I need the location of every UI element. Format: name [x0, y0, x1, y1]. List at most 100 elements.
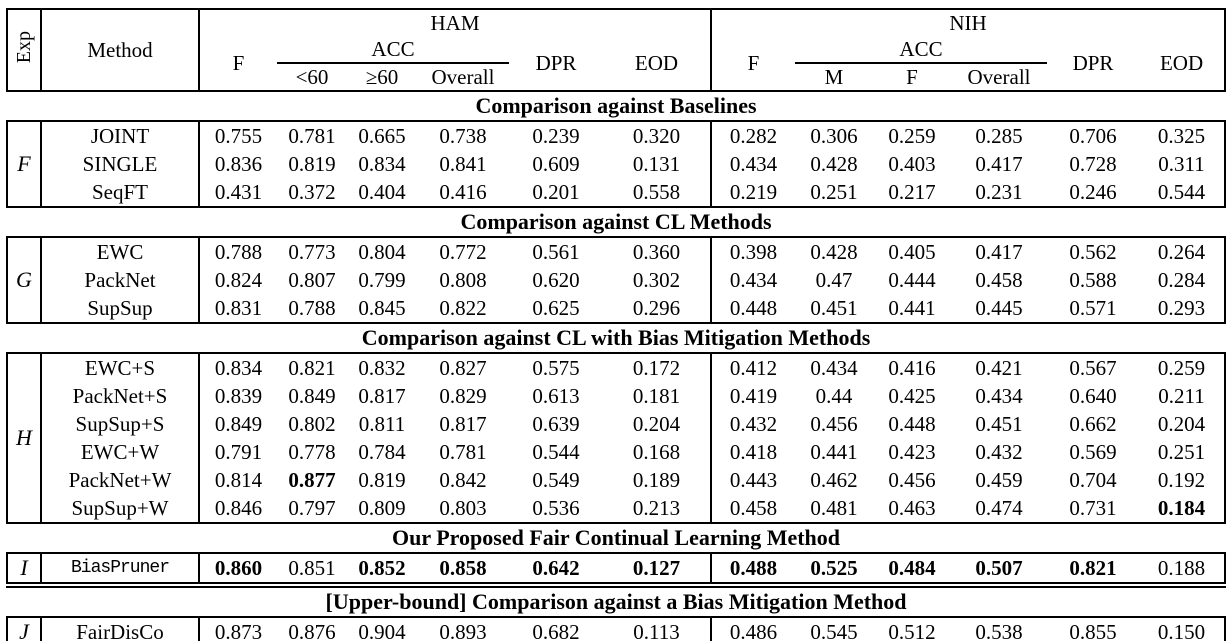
value-cell: 0.876 — [277, 617, 347, 641]
ham-acc-sub-ge60: ≥60 — [365, 65, 399, 89]
value-cell: 0.251 — [795, 178, 874, 208]
value-cell: 0.613 — [532, 384, 580, 408]
method-column-header: Method — [41, 8, 200, 91]
value-cell: 0.507 — [951, 553, 1048, 586]
value-cell: 0.567 — [1069, 356, 1117, 380]
value-cell: 0.788 — [214, 240, 263, 264]
value-cell: 0.704 — [1069, 468, 1117, 492]
value-cell: 0.575 — [532, 356, 580, 380]
method-name: EWC+W — [41, 438, 200, 466]
value-cell: 0.640 — [1069, 384, 1117, 408]
value-cell: 0.834 — [214, 356, 263, 380]
value-cell: 0.773 — [288, 240, 336, 264]
value-cell: 0.458 — [975, 268, 1023, 292]
value-cell: 0.264 — [1139, 237, 1227, 266]
value-cell: 0.325 — [1139, 121, 1227, 150]
value-cell: 0.443 — [729, 468, 778, 492]
value-cell: 0.620 — [532, 268, 580, 292]
exp-group-label: I — [6, 553, 42, 586]
table-header: Exp Method HAM NIH F ACC DPR EOD F ACC D… — [6, 8, 1227, 91]
value-cell: 0.403 — [888, 152, 936, 176]
exp-group-label: J — [6, 617, 42, 641]
value-cell: 0.836 — [214, 152, 263, 176]
value-cell: 0.858 — [417, 553, 509, 586]
value-cell: 0.824 — [214, 268, 263, 292]
value-cell: 0.217 — [873, 178, 952, 208]
value-cell: 0.441 — [873, 294, 952, 324]
value-cell: 0.784 — [358, 440, 406, 464]
value-cell: 0.558 — [603, 178, 713, 208]
value-cell: 0.168 — [603, 438, 713, 466]
value-cell: 0.904 — [347, 617, 417, 641]
value-cell: 0.781 — [288, 124, 336, 148]
value-cell: 0.788 — [277, 294, 347, 324]
value-cell: 0.44 — [815, 384, 853, 408]
value-cell: 0.434 — [729, 268, 778, 292]
value-cell: 0.445 — [951, 294, 1048, 324]
nih-group-header: NIH — [711, 8, 1227, 36]
exp-group-label: G — [6, 237, 42, 323]
value-cell: 0.486 — [711, 617, 796, 641]
section-title: Comparison against CL Methods — [7, 206, 1226, 238]
value-cell: 0.434 — [810, 356, 858, 380]
exp-group-label: H — [6, 353, 42, 523]
value-cell: 0.259 — [888, 124, 936, 148]
value-cell: 0.811 — [358, 412, 406, 436]
value-cell: 0.846 — [199, 494, 277, 524]
value-cell: 0.204 — [1139, 410, 1227, 438]
value-cell: 0.488 — [711, 553, 796, 586]
ham-dpr-header: DPR — [535, 51, 577, 75]
value-cell: 0.463 — [873, 494, 952, 524]
value-cell: 0.306 — [810, 124, 858, 148]
value-cell: 0.360 — [603, 237, 713, 266]
value-cell: 0.398 — [729, 240, 778, 264]
value-cell: 0.432 — [729, 412, 778, 436]
value-cell: 0.728 — [1069, 152, 1117, 176]
value-cell: 0.239 — [532, 124, 580, 148]
value-cell: 0.404 — [347, 178, 417, 208]
value-cell: 0.802 — [288, 412, 336, 436]
value-cell: 0.538 — [951, 617, 1048, 641]
value-cell: 0.808 — [439, 268, 487, 292]
value-cell: 0.545 — [795, 617, 874, 641]
value-cell: 0.819 — [288, 152, 336, 176]
value-cell: 0.822 — [417, 294, 509, 324]
value-cell: 0.451 — [795, 294, 874, 324]
value-cell: 0.512 — [873, 617, 952, 641]
value-cell: 0.738 — [439, 124, 487, 148]
value-cell: 0.544 — [1139, 178, 1227, 208]
value-cell: 0.803 — [417, 494, 509, 524]
value-cell: 0.251 — [1139, 438, 1227, 466]
value-cell: 0.458 — [711, 494, 796, 524]
value-cell: 0.831 — [199, 294, 277, 324]
value-cell: 0.588 — [1069, 268, 1117, 292]
ham-group-header: HAM — [199, 8, 713, 36]
value-cell: 0.731 — [1047, 494, 1140, 524]
method-name: EWC+S — [41, 353, 200, 382]
section-title: Our Proposed Fair Continual Learning Met… — [7, 522, 1226, 554]
value-cell: 0.231 — [951, 178, 1048, 208]
value-cell: 0.625 — [509, 294, 603, 324]
value-cell: 0.829 — [439, 384, 487, 408]
value-cell: 0.799 — [358, 268, 406, 292]
value-cell: 0.549 — [532, 468, 580, 492]
value-cell: 0.832 — [358, 356, 406, 380]
value-cell: 0.444 — [888, 268, 936, 292]
method-name: PackNet — [41, 266, 200, 294]
value-cell: 0.285 — [975, 124, 1023, 148]
value-cell: 0.192 — [1139, 466, 1227, 494]
value-cell: 0.781 — [439, 440, 487, 464]
nih-f-header: F — [747, 51, 760, 75]
value-cell: 0.809 — [347, 494, 417, 524]
value-cell: 0.259 — [1139, 353, 1227, 382]
value-cell: 0.284 — [1139, 266, 1227, 294]
value-cell: 0.819 — [358, 468, 406, 492]
table-body: Comparison against Baselines F JOINT 0.755 0… — [6, 90, 1227, 641]
value-cell: 0.181 — [603, 382, 713, 410]
value-cell: 0.772 — [439, 240, 487, 264]
value-cell: 0.113 — [603, 617, 713, 641]
value-cell: 0.462 — [810, 468, 858, 492]
value-cell: 0.431 — [199, 178, 277, 208]
section-title: [Upper-bound] Comparison against a Bias … — [7, 582, 1226, 618]
method-name: SupSup — [41, 294, 200, 324]
